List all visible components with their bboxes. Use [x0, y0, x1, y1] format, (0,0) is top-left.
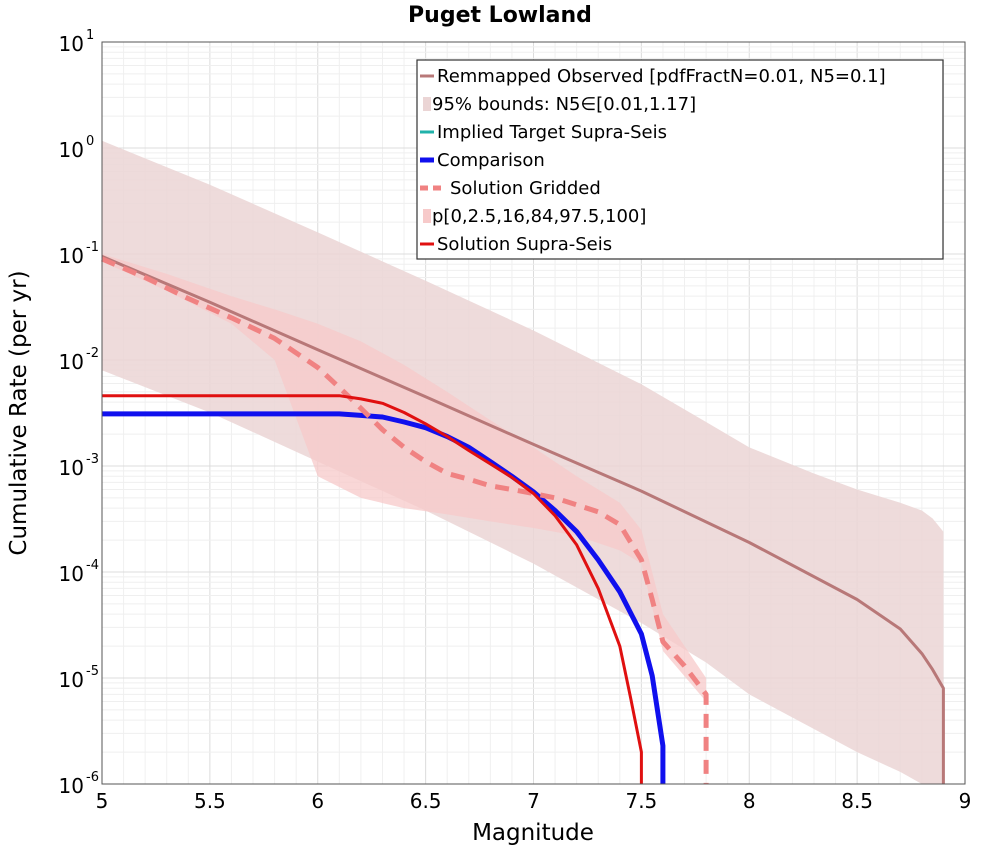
y-tick-label: 10 -3 — [59, 452, 99, 480]
plot-frame — [101, 41, 966, 785]
x-tick-label: 8.5 — [841, 789, 873, 813]
band-layer — [102, 140, 944, 785]
legend-entry-2: Implied Target Supra-Seis — [420, 122, 667, 143]
legend-label: Remmapped Observed [pdfFractN=0.01, N5=0… — [437, 66, 886, 87]
legend-swatch — [423, 97, 431, 111]
y-axis-label: Cumulative Rate (per yr) — [6, 270, 32, 555]
y-tick-exponent: -1 — [86, 240, 99, 255]
legend-label: Comparison — [437, 150, 545, 171]
y-tick-exponent: -6 — [86, 770, 99, 785]
y-tick-base: 10 — [59, 668, 84, 692]
legend-label: Solution Gridded — [450, 178, 601, 199]
x-tick-label: 7.5 — [625, 789, 657, 813]
series-line-4 — [102, 394, 643, 784]
y-tick-exponent: 0 — [86, 134, 94, 149]
y-tick-base: 10 — [59, 456, 84, 480]
y-tick-label: 10 -6 — [59, 770, 99, 798]
x-tick-label: 6.5 — [410, 789, 442, 813]
series-layer — [101, 255, 945, 784]
legend-label: p[0,2.5,16,84,97.5,100] — [432, 206, 646, 227]
y-tick-label: 10 -5 — [59, 664, 99, 692]
y-tick-base: 10 — [59, 350, 84, 374]
y-tick-exponent: -4 — [86, 558, 99, 573]
y-tick-exponent: -5 — [86, 664, 99, 679]
legend-box — [416, 59, 944, 260]
y-tick-base: 10 — [59, 244, 84, 268]
series-line-0 — [101, 255, 945, 784]
y-tick-base: 10 — [59, 138, 84, 162]
legend-label: Solution Supra-Seis — [437, 234, 612, 255]
y-tick-label: 10 1 — [59, 28, 95, 56]
y-tick-base: 10 — [59, 562, 84, 586]
y-tick-label: 10 0 — [59, 134, 95, 162]
y-tick-label: 10 -4 — [59, 558, 99, 586]
y-tick-label: 10 -1 — [59, 240, 99, 268]
legend-entry-1: 95% bounds: N5∈[0.01,1.17] — [423, 94, 696, 115]
x-axis-label: Magnitude — [472, 820, 594, 846]
legend: Remmapped Observed [pdfFractN=0.01, N5=0… — [416, 59, 944, 260]
y-tick-exponent: -3 — [86, 452, 99, 467]
x-tick-label: 9 — [959, 789, 972, 813]
chart-title: Puget Lowland — [408, 3, 592, 28]
x-tick-label: 5.5 — [194, 789, 226, 813]
band-1 — [102, 254, 707, 702]
legend-label: 95% bounds: N5∈[0.01,1.17] — [432, 94, 696, 115]
x-tick-label: 5 — [96, 789, 109, 813]
x-tick-label: 6 — [311, 789, 324, 813]
series-line-3 — [101, 256, 709, 784]
legend-entry-5: p[0,2.5,16,84,97.5,100] — [423, 206, 646, 227]
series-line-2 — [102, 411, 666, 784]
y-tick-exponent: 1 — [86, 28, 94, 43]
legend-label: Implied Target Supra-Seis — [437, 122, 667, 143]
legend-swatch — [423, 209, 431, 223]
x-tick-label: 7 — [527, 789, 540, 813]
x-tick-label: 8 — [743, 789, 756, 813]
y-tick-base: 10 — [59, 774, 84, 798]
y-tick-base: 10 — [59, 32, 84, 56]
legend-entry-3: Comparison — [420, 150, 545, 171]
y-tick-label: 10 -2 — [59, 346, 99, 374]
legend-entry-4: Solution Gridded — [420, 178, 601, 199]
legend-entry-6: Solution Supra-Seis — [420, 234, 612, 255]
x-tick-labels: 5 5.5 6 6.5 7 7.5 8 8.5 9 — [96, 789, 972, 813]
y-tick-exponent: -2 — [86, 346, 99, 361]
legend-entry-0: Remmapped Observed [pdfFractN=0.01, N5=0… — [420, 66, 886, 87]
